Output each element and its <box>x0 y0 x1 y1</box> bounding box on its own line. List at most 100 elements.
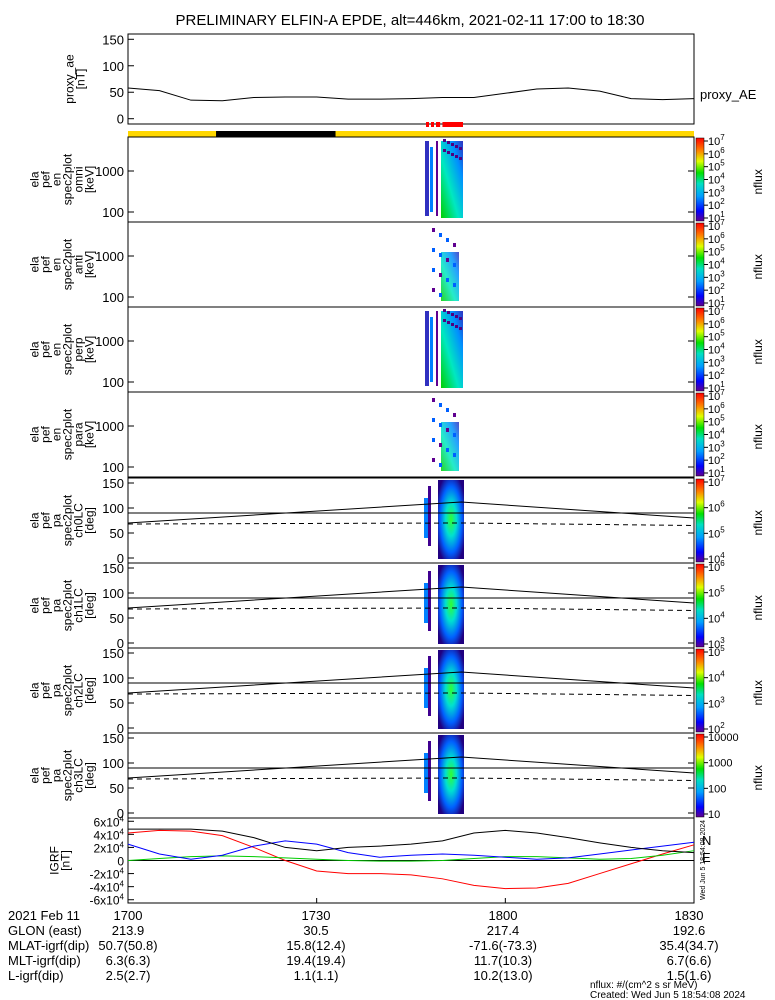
spectrogram-ylabel-line: ch1LC <box>72 588 86 623</box>
spectrogram-ylabel-line: ela <box>28 682 42 698</box>
anti-loss-cone-line <box>127 522 695 526</box>
table-cell: 1.5(1.6) <box>667 968 712 983</box>
spectrogram-data <box>446 258 449 262</box>
spectrogram-data <box>455 325 458 328</box>
spectrogram-ylabel-line: pa <box>50 684 64 698</box>
colorbar-tick-label: 104 <box>708 342 725 357</box>
spectrogram-frame <box>127 136 695 223</box>
spectrogram-data <box>432 248 435 252</box>
colorbar-tick-label: 106 <box>708 146 725 161</box>
spectrogram-ytick-label: 0 <box>117 721 124 736</box>
igrf-ytick-label: 6x104 <box>94 814 125 829</box>
spectrogram-data <box>451 323 454 326</box>
spectrogram-data <box>453 243 456 247</box>
spectrogram-data <box>446 278 449 282</box>
spectrogram-data <box>439 293 442 297</box>
colorbar-tick-label: 1000 <box>708 758 732 770</box>
spectrogram-data <box>453 433 456 437</box>
spectrogram-data <box>438 565 464 644</box>
spectrogram-data <box>432 398 435 402</box>
spectrogram-data <box>451 153 454 156</box>
spectrogram-data <box>432 228 435 232</box>
spectrogram-ylabel-line: perp <box>72 337 86 361</box>
colorbar <box>695 392 705 477</box>
colorbar-tick-label: 104 <box>708 427 725 442</box>
proxy-ae-ytick-label: 100 <box>102 59 124 74</box>
proxy-ae-ytick-label: 50 <box>110 85 124 100</box>
colorbar-tick-label: 105 <box>708 585 725 600</box>
side-timestamp: Wed Jun 5 18:54:08 2024 <box>700 820 707 900</box>
spectrogram-ytick-label: 100 <box>102 586 124 601</box>
spectrogram-ylabel-line: [keV] <box>83 166 97 193</box>
spectrogram-ytick-label: 1000 <box>95 249 124 264</box>
colorbar-tick-label: 103 <box>708 184 725 199</box>
colorbar-tick-label: 107 <box>708 474 725 489</box>
spectrogram-data <box>443 149 446 152</box>
spectrogram-data <box>439 463 442 467</box>
proxy-ae-legend: proxy_AE <box>700 87 757 102</box>
table-cell: 35.4(34.7) <box>659 938 718 953</box>
colorbar-tick-label: 105 <box>708 244 725 259</box>
spectrogram-ylabel-line: spec2plot <box>61 323 75 375</box>
spectrogram-data <box>430 317 433 382</box>
spectrogram-data <box>438 735 464 814</box>
igrf-ytick-label: 2x104 <box>94 840 125 855</box>
table-cell: 217.4 <box>487 923 520 938</box>
igrf-series <box>127 829 695 890</box>
table-row-label: MLT-igrf(dip) <box>8 953 81 968</box>
colorbar <box>695 307 705 392</box>
table-time-1800: 1800 <box>489 908 518 923</box>
colorbar-tick-label: 102 <box>708 367 725 382</box>
spectrogram-data <box>455 155 458 158</box>
spectrogram-data <box>438 480 464 559</box>
colorbar-label: nflux <box>751 424 765 449</box>
spectrogram-ytick-label: 100 <box>102 205 124 220</box>
spectrogram-data <box>430 147 433 212</box>
spectrogram-data <box>441 422 459 471</box>
table-row-label: L-igrf(dip) <box>8 968 64 983</box>
spectrogram-ylabel-line: [deg] <box>83 507 97 534</box>
units-footnote: nflux: #/(cm^2 s sr MeV) <box>590 980 698 991</box>
spectrogram-data <box>439 423 442 427</box>
spectrogram-ylabel-line: ela <box>28 512 42 528</box>
spectrogram-data <box>436 141 438 216</box>
spectrogram-ylabel-line: pef <box>39 766 53 783</box>
igrf-series <box>128 828 695 854</box>
spectrogram-ytick-label: 100 <box>102 501 124 516</box>
orbit-table: 2021 Feb 11 1700 1730 1800 1830 GLON (ea… <box>8 908 719 983</box>
table-cell: 6.7(6.6) <box>667 953 712 968</box>
colorbar-tick-label: 107 <box>708 303 725 318</box>
spectrogram-ytick-label: 0 <box>117 806 124 821</box>
colorbar <box>695 478 705 563</box>
colorbar-tick-label: 106 <box>708 231 725 246</box>
colorbar-tick-label: 103 <box>708 354 725 369</box>
spectrogram-ylabel-line: spec2plot <box>61 749 75 801</box>
spectrogram-ytick-label: 100 <box>102 460 124 475</box>
spectrogram-ytick-label: 150 <box>102 561 124 576</box>
spectrogram-ylabel-line: spec2plot <box>61 238 75 290</box>
proxy-ae-series <box>127 87 695 102</box>
colorbar-tick-label: 107 <box>708 133 725 148</box>
colorbar-label: nflux <box>751 254 765 279</box>
colorbar-tick-label: 105 <box>708 525 725 540</box>
table-row-label: MLAT-igrf(dip) <box>8 938 89 953</box>
spectrogram-ylabel-line: ela <box>28 426 42 442</box>
igrf-ytick-label: 4x104 <box>94 827 125 842</box>
proxy-ae-ylabel-line: [nT] <box>74 69 88 90</box>
spectrogram-data <box>455 145 458 148</box>
spectrogram-ylabel-line: [deg] <box>83 762 97 789</box>
spectrogram-ylabel-line: ch2LC <box>72 673 86 708</box>
status-bar-dark <box>216 131 336 137</box>
spectrogram-data <box>439 273 442 277</box>
spectrogram-data <box>428 741 431 801</box>
created-footnote: Created: Wed Jun 5 18:54:08 2024 <box>590 990 746 1000</box>
proxy-ae-ylabel: proxy_ae[nT] <box>63 54 88 104</box>
colorbar-tick-label: 105 <box>708 159 725 174</box>
spectrogram-data <box>447 321 450 324</box>
